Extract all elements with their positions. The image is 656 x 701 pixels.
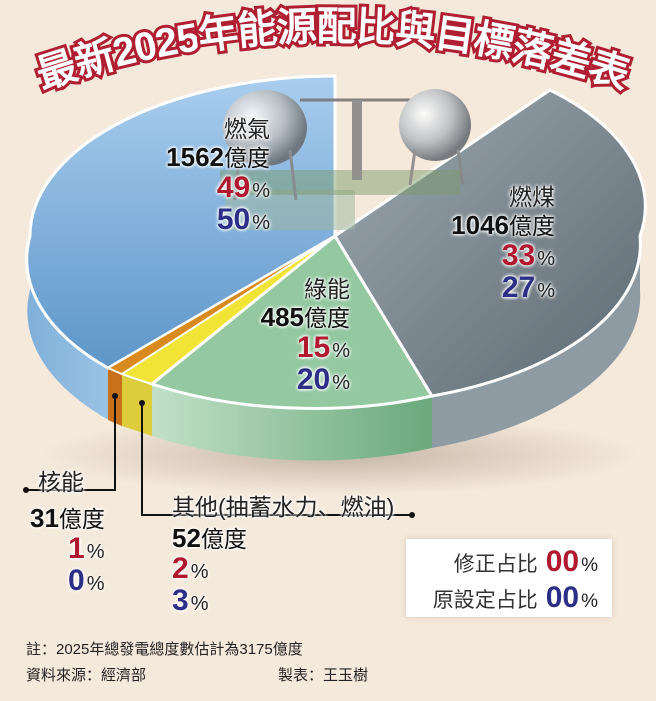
green-label: 綠能 485億度 15% 20% bbox=[240, 278, 350, 395]
gas-side bbox=[26, 236, 115, 423]
coal-amount: 1046億度 bbox=[451, 210, 555, 240]
green-slice bbox=[148, 233, 435, 410]
gas-amount: 1562億度 bbox=[166, 142, 270, 172]
gas-revised-pct: 49% bbox=[216, 171, 270, 204]
nuclear-name: 核能 bbox=[38, 469, 84, 495]
coal-original-pct: 27% bbox=[501, 271, 555, 304]
green-original-pct: 20% bbox=[296, 363, 350, 396]
author-text: 製表：王玉樹 bbox=[278, 667, 369, 684]
gas-original-pct: 50% bbox=[216, 203, 270, 236]
legend-original: 原設定占比 00% bbox=[432, 581, 598, 614]
nuclear-revised-pct: 1% bbox=[68, 532, 105, 565]
coal-slice bbox=[332, 88, 647, 398]
footnote: 註：2025年總發電總度數估計為3175億度 bbox=[26, 641, 303, 658]
leader-lines bbox=[26, 396, 412, 516]
gas-name: 燃氣 bbox=[224, 116, 270, 142]
green-amount: 485億度 bbox=[260, 302, 350, 332]
gas-plant-illustration bbox=[220, 89, 471, 230]
nuclear-amount: 31億度 bbox=[30, 503, 105, 533]
legend-revised: 修正占比 00% bbox=[453, 545, 598, 578]
legend-box: 修正占比 00% 原設定占比 00% bbox=[406, 539, 612, 617]
other-name: 其他(抽蓄水力、燃油) bbox=[172, 494, 395, 520]
source-text: 資料來源：經濟部 bbox=[26, 667, 147, 684]
coal-name: 燃煤 bbox=[509, 184, 555, 210]
other-label: 52億度 2% 3% bbox=[172, 525, 262, 616]
green-revised-pct: 15% bbox=[296, 331, 350, 364]
other-amount: 52億度 bbox=[172, 523, 247, 553]
coal-revised-pct: 33% bbox=[501, 239, 555, 272]
other-revised-pct: 2% bbox=[172, 552, 209, 585]
other-side bbox=[122, 374, 152, 436]
other-original-pct: 3% bbox=[172, 584, 209, 617]
nuclear-label: 31億度 1% 0% bbox=[30, 505, 120, 596]
coal-side bbox=[432, 236, 641, 448]
green-name: 綠能 bbox=[304, 276, 350, 302]
green-side bbox=[152, 384, 432, 461]
gas-label: 燃氣 1562億度 49% 50% bbox=[140, 118, 270, 235]
nuclear-original-pct: 0% bbox=[68, 564, 105, 597]
coal-label: 燃煤 1046億度 33% 27% bbox=[430, 186, 555, 303]
